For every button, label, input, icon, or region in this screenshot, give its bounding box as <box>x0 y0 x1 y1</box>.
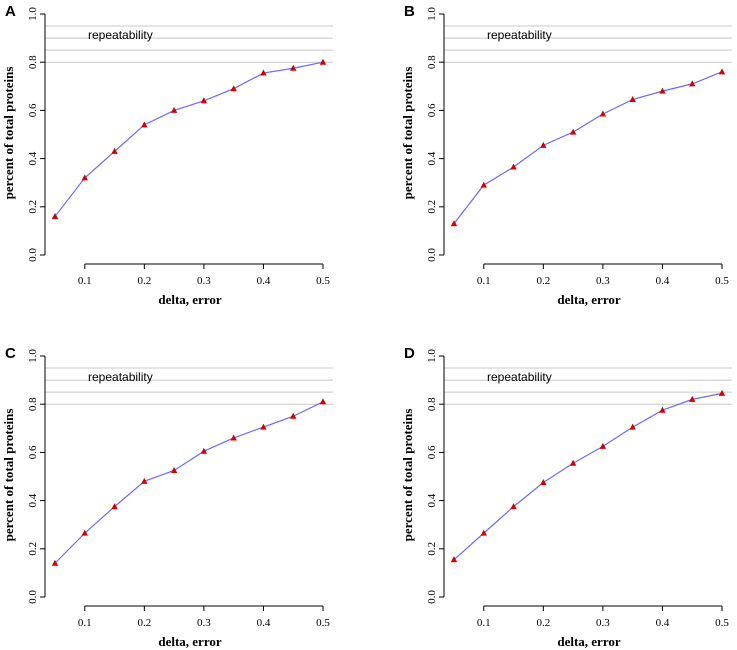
x-tick-label: 0.3 <box>197 275 211 287</box>
x-tick-label: 0.2 <box>137 617 151 629</box>
y-tick-label: 0.2 <box>27 200 39 214</box>
data-point-marker <box>570 129 576 135</box>
reference-label: repeatability <box>88 28 153 42</box>
x-tick-label: 0.4 <box>656 275 670 287</box>
y-tick-label: 0.6 <box>426 445 438 459</box>
y-tick-label: 0.0 <box>426 590 438 604</box>
x-tick-label: 0.4 <box>656 617 670 629</box>
y-axis-title: percent of total proteins <box>1 67 16 200</box>
y-axis-title: percent of total proteins <box>400 409 415 542</box>
data-point-marker <box>540 479 546 485</box>
data-point-marker <box>230 85 236 91</box>
data-point-marker <box>719 390 725 396</box>
y-tick-label: 0.8 <box>27 397 39 411</box>
x-tick-label: 0.3 <box>197 617 211 629</box>
x-tick-label: 0.3 <box>596 275 610 287</box>
data-point-marker <box>320 398 326 404</box>
y-axis-title: percent of total proteins <box>1 409 16 542</box>
y-tick-label: 1.0 <box>27 349 39 363</box>
x-tick-label: 0.5 <box>316 617 330 629</box>
x-axis-title: delta, error <box>158 634 222 649</box>
series-line <box>454 72 722 224</box>
x-tick-label: 0.3 <box>596 617 610 629</box>
reference-label: repeatability <box>88 370 153 384</box>
y-tick-label: 0.4 <box>426 493 438 507</box>
data-point-marker <box>629 424 635 430</box>
x-tick-label: 0.1 <box>477 617 491 629</box>
y-tick-label: 0.6 <box>27 445 39 459</box>
y-tick-label: 0.4 <box>27 493 39 507</box>
x-tick-label: 0.4 <box>257 275 271 287</box>
x-tick-label: 0.2 <box>536 275 550 287</box>
series-line <box>55 62 323 216</box>
y-tick-label: 0.0 <box>27 248 39 262</box>
panel-letter: C <box>5 345 16 362</box>
x-tick-label: 0.1 <box>477 275 491 287</box>
x-axis-title: delta, error <box>557 634 621 649</box>
data-point-marker <box>719 68 725 74</box>
figure-canvas: Arepeatability 0.0 0.2 0.4 0.6 0.8 1.0 0.1 0.2 0.… <box>0 0 737 650</box>
y-tick-label: 0.2 <box>426 200 438 214</box>
x-tick-label: 0.5 <box>715 275 729 287</box>
x-tick-label: 0.4 <box>257 617 271 629</box>
panel-letter: B <box>404 3 415 20</box>
data-point-marker <box>510 164 516 170</box>
x-tick-label: 0.5 <box>316 275 330 287</box>
y-tick-label: 0.2 <box>27 542 39 556</box>
data-point-marker <box>570 460 576 466</box>
y-tick-label: 0.8 <box>426 55 438 69</box>
y-tick-label: 1.0 <box>426 349 438 363</box>
y-tick-label: 0.2 <box>426 542 438 556</box>
panel-letter: D <box>404 345 415 362</box>
x-axis-title: delta, error <box>557 292 621 307</box>
reference-label: repeatability <box>487 370 552 384</box>
y-tick-label: 1.0 <box>27 7 39 21</box>
y-tick-label: 0.4 <box>426 151 438 165</box>
y-tick-label: 0.6 <box>426 103 438 117</box>
data-point-marker <box>600 443 606 449</box>
y-tick-label: 0.8 <box>27 55 39 69</box>
data-point-marker <box>171 467 177 473</box>
x-tick-label: 0.1 <box>78 617 92 629</box>
y-tick-label: 0.0 <box>27 590 39 604</box>
x-tick-label: 0.2 <box>536 617 550 629</box>
y-tick-label: 1.0 <box>426 7 438 21</box>
data-point-marker <box>510 503 516 509</box>
y-tick-label: 0.6 <box>27 103 39 117</box>
series-line <box>55 402 323 563</box>
x-tick-label: 0.2 <box>137 275 151 287</box>
x-tick-label: 0.5 <box>715 617 729 629</box>
figure: Arepeatability 0.0 0.2 0.4 0.6 0.8 1.0 0.1 0.2 0.… <box>0 0 737 650</box>
y-tick-label: 0.8 <box>426 397 438 411</box>
y-tick-label: 0.0 <box>426 248 438 262</box>
reference-label: repeatability <box>487 28 552 42</box>
x-axis-title: delta, error <box>158 292 222 307</box>
panel-letter: A <box>5 3 16 20</box>
series-line <box>454 393 722 559</box>
y-tick-label: 0.4 <box>27 151 39 165</box>
data-point-marker <box>320 59 326 65</box>
y-axis-title: percent of total proteins <box>400 67 415 200</box>
x-tick-label: 0.1 <box>78 275 92 287</box>
data-point-marker <box>481 182 487 188</box>
